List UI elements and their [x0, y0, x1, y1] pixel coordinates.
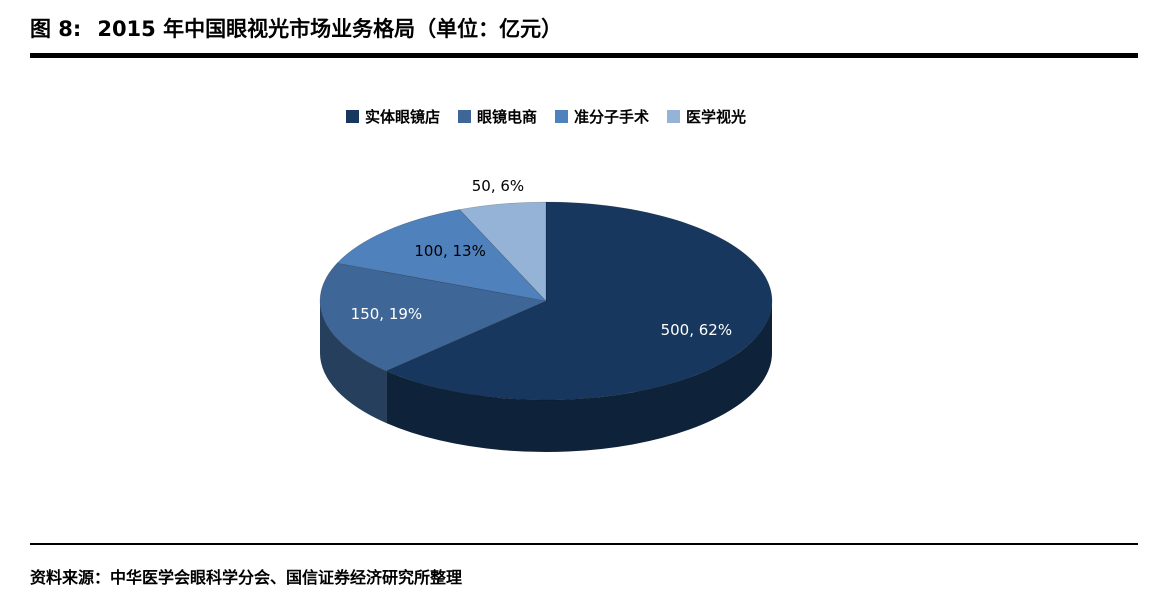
legend-swatch-icon — [457, 110, 471, 123]
pie-slice-2 — [336, 209, 547, 302]
chart-legend: 实体眼镜店 眼镜电商 准分子手术 医学视光 — [0, 106, 1092, 127]
legend-label: 实体眼镜店 — [364, 108, 440, 126]
legend-item-3: 医学视光 — [667, 106, 746, 127]
pie-data-label-0: 500, 62% — [660, 320, 733, 339]
legend-swatch-icon — [667, 110, 681, 123]
legend-label: 医学视光 — [686, 108, 747, 126]
source-label: 资料来源： — [30, 568, 111, 587]
pie-data-label-1: 150, 19% — [350, 305, 423, 324]
legend-item-1: 眼镜电商 — [457, 106, 537, 127]
source-note: 资料来源：中华医学会眼科学分会、国信证券经济研究所整理 — [30, 564, 462, 588]
pie-slice-1 — [319, 262, 548, 372]
footer-divider — [30, 543, 1138, 545]
legend-item-2: 准分子手术 — [555, 106, 649, 127]
figure-number: 图 8: — [30, 17, 82, 41]
pie-slice-3 — [458, 201, 547, 302]
figure-title: 图 8: 2015 年中国眼视光市场业务格局（单位：亿元） — [30, 13, 562, 43]
pie-data-label-2: 100, 13% — [414, 241, 486, 260]
legend-swatch-icon — [345, 110, 359, 123]
legend-swatch-icon — [555, 110, 568, 123]
legend-item-0: 实体眼镜店 — [345, 106, 440, 127]
source-text: 中华医学会眼科学分会、国信证券经济研究所整理 — [110, 568, 463, 587]
legend-label: 准分子手术 — [574, 108, 650, 126]
pie-slice-side — [386, 301, 772, 452]
figure-title-text: 2015 年中国眼视光市场业务格局（单位：亿元） — [97, 17, 563, 41]
title-divider — [30, 53, 1138, 58]
pie-data-label-3: 50, 6% — [471, 177, 525, 196]
legend-label: 眼镜电商 — [476, 108, 537, 126]
pie-slice-0 — [385, 201, 773, 401]
pie-slice-side — [320, 301, 387, 424]
